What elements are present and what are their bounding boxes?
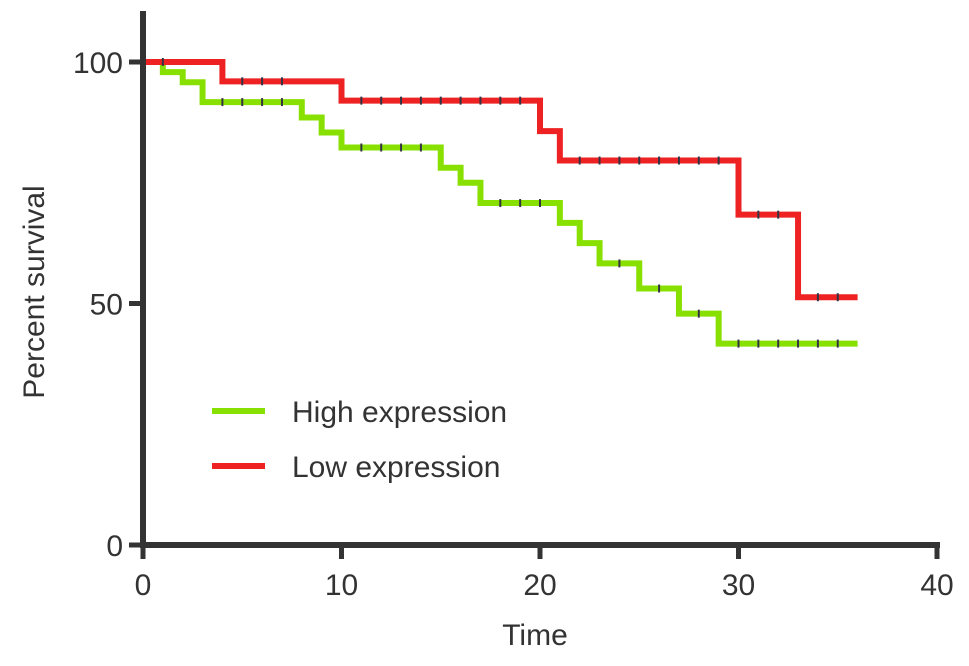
legend-label: Low expression	[292, 451, 500, 484]
series-line-high-expression	[143, 59, 858, 347]
axis-ticks: 0 10 20 30 40 0 50 100	[73, 47, 954, 602]
x-tick-label: 10	[325, 569, 358, 602]
y-tick-label: 50	[90, 289, 123, 322]
y-tick-label: 0	[106, 530, 123, 563]
x-axis-title: Time	[502, 619, 568, 652]
x-tick-label: 0	[135, 569, 152, 602]
y-axis-title: Percent survival	[18, 185, 51, 398]
legend-label: High expression	[292, 396, 507, 429]
x-tick-label: 40	[920, 569, 953, 602]
y-tick-label: 100	[73, 47, 123, 80]
x-tick-label: 20	[523, 569, 556, 602]
x-tick-label: 30	[722, 569, 755, 602]
censor-marks	[161, 58, 839, 348]
legend: High expression Low expression	[212, 396, 507, 484]
